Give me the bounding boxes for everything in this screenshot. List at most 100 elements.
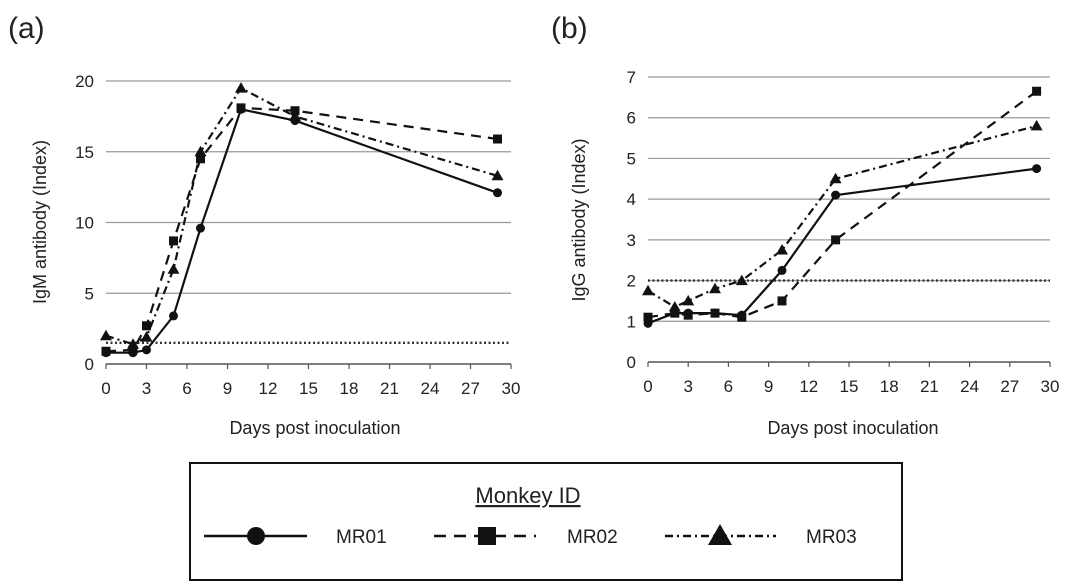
point-a-mr03-6 <box>289 110 301 121</box>
x-tick-label-b-0: 0 <box>643 377 652 396</box>
y-axis-label-a: IgM antibody (Index) <box>30 140 50 304</box>
x-tick-label-a-15: 15 <box>299 379 318 398</box>
point-a-mr01-7 <box>493 188 502 198</box>
legend-label-mr03: MR03 <box>806 527 857 548</box>
x-tick-label-b-24: 24 <box>960 377 979 396</box>
point-a-mr03-1 <box>127 338 139 349</box>
series-line-b-mr01 <box>647 167 1037 325</box>
point-b-mr02-6 <box>831 235 841 245</box>
point-b-mr02-2 <box>683 310 693 320</box>
point-a-mr01-3 <box>169 311 178 321</box>
x-tick-label-a-18: 18 <box>340 379 359 398</box>
legend-title: Monkey ID <box>475 483 580 508</box>
point-a-mr03-5 <box>235 82 247 93</box>
point-b-mr02-3 <box>710 308 720 318</box>
point-a-mr01-2 <box>142 345 151 355</box>
x-tick-label-b-6: 6 <box>724 377 733 396</box>
y-tick-label-b-5: 5 <box>627 149 636 168</box>
x-axis-label-a: Days post inoculation <box>229 418 400 438</box>
x-tick-label-a-21: 21 <box>380 379 399 398</box>
legend-marker-mr03 <box>708 524 732 545</box>
x-tick-label-a-27: 27 <box>461 379 480 398</box>
x-tick-label-a-0: 0 <box>101 379 110 398</box>
y-tick-label-a-15: 15 <box>75 143 94 162</box>
y-tick-label-a-5: 5 <box>85 284 94 303</box>
legend-item-mr01: MR01 <box>204 527 387 548</box>
point-a-mr02-4 <box>196 154 205 164</box>
x-tick-label-b-21: 21 <box>920 377 939 396</box>
series-line-a-mr03 <box>105 86 498 346</box>
point-a-mr02-2 <box>142 321 151 331</box>
point-b-mr03-7 <box>1030 119 1043 131</box>
x-tick-label-a-9: 9 <box>223 379 232 398</box>
point-a-mr03-0 <box>100 329 112 341</box>
x-tick-label-b-3: 3 <box>683 377 692 396</box>
legend-label-mr01: MR01 <box>336 527 387 548</box>
y-tick-label-a-20: 20 <box>75 72 94 91</box>
point-a-mr03-4 <box>194 145 207 157</box>
point-b-mr02-7 <box>1032 86 1042 96</box>
point-a-mr02-1 <box>128 345 138 355</box>
series-line-b-mr02 <box>647 90 1038 319</box>
point-b-mr03-5 <box>776 244 788 255</box>
legend-item-mr02: MR02 <box>434 527 618 548</box>
point-a-mr02-3 <box>169 236 178 246</box>
legend-marker-mr02 <box>478 527 496 545</box>
panel-label-a: (a) <box>8 12 45 45</box>
series-line-a-mr02 <box>105 106 498 353</box>
point-b-mr02-0 <box>643 312 653 322</box>
legend-box <box>189 462 903 581</box>
x-tick-label-a-3: 3 <box>142 379 151 398</box>
y-tick-label-b-2: 2 <box>627 272 636 291</box>
x-tick-label-b-12: 12 <box>799 377 818 396</box>
point-b-mr03-0 <box>642 284 654 296</box>
x-tick-label-a-6: 6 <box>182 379 191 398</box>
legend-marker-mr01 <box>247 527 265 545</box>
point-b-mr03-4 <box>735 274 748 286</box>
x-tick-label-a-12: 12 <box>259 379 278 398</box>
panel-label-b: (b) <box>551 12 588 45</box>
x-tick-label-b-30: 30 <box>1041 377 1060 396</box>
x-tick-label-b-9: 9 <box>764 377 773 396</box>
point-b-mr01-7 <box>1032 164 1042 174</box>
chart-panel-b: (b) IgG antibody (Index) Days post inocu… <box>551 12 1059 438</box>
point-a-mr01-4 <box>196 223 205 233</box>
x-tick-label-b-15: 15 <box>840 377 859 396</box>
point-b-mr03-3 <box>709 282 721 294</box>
series-line-b-mr03 <box>647 124 1037 309</box>
point-a-mr03-7 <box>491 169 504 181</box>
point-b-mr02-5 <box>777 296 787 306</box>
x-tick-label-b-18: 18 <box>880 377 899 396</box>
point-a-mr02-0 <box>101 346 111 356</box>
point-b-mr02-1 <box>670 308 680 318</box>
y-tick-label-b-6: 6 <box>627 109 636 128</box>
x-tick-label-a-30: 30 <box>502 379 521 398</box>
point-b-mr03-6 <box>829 172 842 184</box>
point-b-mr01-6 <box>831 190 841 200</box>
point-a-mr03-3 <box>167 263 180 274</box>
x-axis-label-b: Days post inoculation <box>767 418 938 438</box>
point-a-mr03-2 <box>140 331 153 342</box>
chart-panel-a: (a) IgM antibody (Index) Days post inocu… <box>8 12 520 438</box>
y-tick-label-b-7: 7 <box>627 68 636 87</box>
y-tick-label-b-1: 1 <box>627 312 636 331</box>
y-tick-label-a-0: 0 <box>85 355 94 374</box>
point-b-mr03-2 <box>682 294 695 306</box>
x-tick-label-b-27: 27 <box>1000 377 1019 396</box>
y-axis-label-b: IgG antibody (Index) <box>569 138 589 301</box>
point-b-mr03-1 <box>668 301 681 312</box>
y-tick-label-b-0: 0 <box>627 353 636 372</box>
y-tick-label-b-3: 3 <box>627 231 636 250</box>
legend-item-mr03: MR03 <box>665 524 857 548</box>
legend: Monkey ID MR01 MR02 MR03 <box>189 462 903 581</box>
legend-label-mr02: MR02 <box>567 527 618 548</box>
point-b-mr01-5 <box>777 265 787 275</box>
point-a-mr02-7 <box>493 134 502 144</box>
y-tick-label-b-4: 4 <box>627 190 636 209</box>
series-line-a-mr01 <box>106 108 498 354</box>
y-tick-label-a-10: 10 <box>75 214 94 233</box>
x-tick-label-a-24: 24 <box>421 379 440 398</box>
point-b-mr02-4 <box>737 312 747 322</box>
point-a-mr02-5 <box>236 103 246 113</box>
